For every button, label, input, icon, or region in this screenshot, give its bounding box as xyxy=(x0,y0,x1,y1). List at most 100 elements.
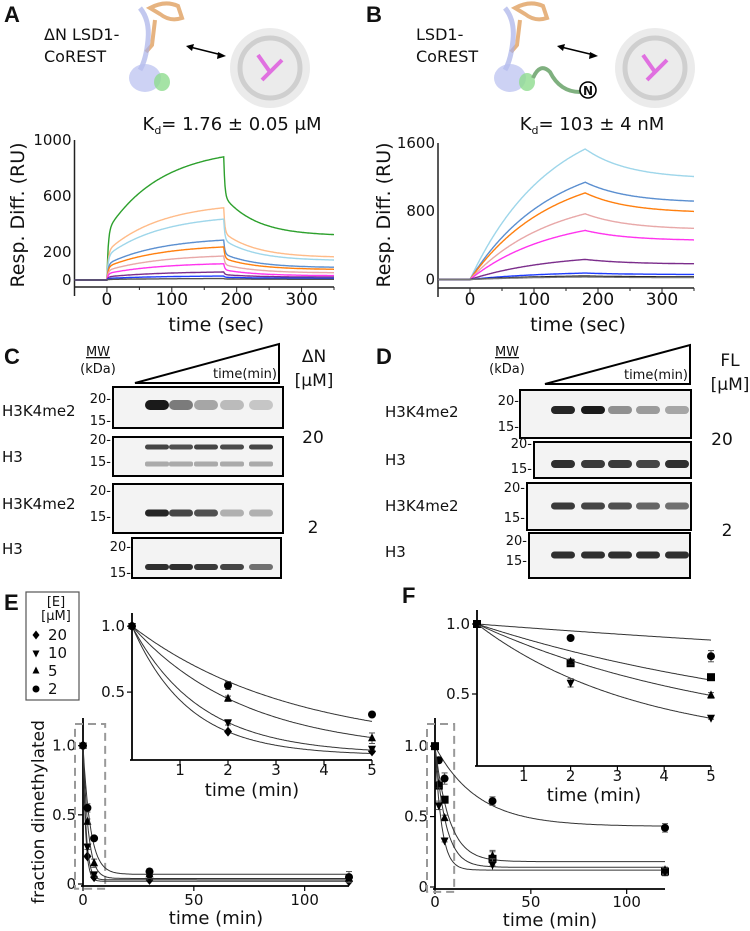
blot-band xyxy=(581,502,605,510)
x-tick-label: 2 xyxy=(223,761,233,779)
blot-band xyxy=(194,400,218,410)
panel-letter-d: D xyxy=(376,344,392,369)
mw-marker-20: 20- xyxy=(90,484,112,499)
blot-band xyxy=(194,564,218,570)
blot-band xyxy=(636,406,660,414)
data-point-circle xyxy=(368,710,376,719)
y-axis-label: Resp. Diff. (RU) xyxy=(373,142,395,287)
mw-marker-15: 15- xyxy=(90,455,112,470)
y-tick-label: 0 xyxy=(62,271,72,289)
western-blot-c-row-3: H3K4me2 20- 15- xyxy=(2,483,284,534)
data-point-triangle-down xyxy=(440,837,449,846)
blot-band xyxy=(249,444,273,450)
legend-label: 5 xyxy=(48,662,58,680)
fit-curve-2 xyxy=(131,625,373,751)
data-point-diamond xyxy=(32,630,40,640)
sensorgram-series-4 xyxy=(438,213,694,281)
fit-curve-2 xyxy=(476,623,712,681)
fit-curve-1 xyxy=(82,745,349,882)
fit-curve-3 xyxy=(82,745,349,879)
blot-band xyxy=(249,564,273,570)
concentration-c-20: 20 xyxy=(302,428,324,448)
data-point-triangle-up xyxy=(566,656,575,665)
data-point-triangle-up xyxy=(707,690,715,699)
western-blot-d-row-4: H3 20- 15- xyxy=(385,532,691,579)
data-point-triangle-down xyxy=(90,871,99,880)
mw-marker-20: 20- xyxy=(498,394,520,409)
enzyme-label-c: ΔN xyxy=(302,347,326,367)
data-point-triangle-down xyxy=(661,868,669,877)
concentration-d-2: 2 xyxy=(722,521,733,541)
x-tick-label: 1 xyxy=(519,767,529,785)
x-axis-label: time (min) xyxy=(205,780,299,801)
blot-band xyxy=(608,460,632,468)
kd-label-b: Kd= 103 ± 4 nM xyxy=(520,114,665,137)
sensorgram-series-9 xyxy=(438,276,694,281)
sensorgram-series-2 xyxy=(74,207,334,281)
y-tick-label: 600 xyxy=(43,187,72,205)
x-axis-label: time (sec) xyxy=(530,314,626,336)
concentration-d-20: 20 xyxy=(711,430,733,450)
data-point-square xyxy=(440,795,449,804)
data-point-square xyxy=(707,673,715,682)
data-point-triangle-up xyxy=(224,693,232,702)
y-tick-label: 1000 xyxy=(33,131,71,149)
enzyme-unit-c: [μM] xyxy=(295,371,334,391)
sensorgram-series-4 xyxy=(74,239,334,281)
sensorgram-series-5 xyxy=(438,229,694,281)
data-point-triangle-down xyxy=(566,679,575,688)
data-point-triangle-down xyxy=(434,802,443,811)
y-tick-label: 0 xyxy=(418,878,428,896)
legend-item: 10 xyxy=(32,644,67,662)
x-tick-label: 0 xyxy=(465,290,476,310)
fit-curve-3 xyxy=(476,623,712,696)
sensorgram-series-3 xyxy=(74,218,334,281)
blot-frame xyxy=(112,483,284,534)
y-tick-label: 1.0 xyxy=(101,617,125,635)
kda-label-c: (kDa) xyxy=(80,362,116,377)
chart-b: 0 100 200 300 0 800 1600 time (sec) Resp. Diff. … xyxy=(373,134,695,336)
kd-label-a: Kd= 1.76 ± 0.05 μM xyxy=(143,114,322,137)
x-axis-label: time (sec) xyxy=(168,314,264,336)
x-tick-label: 3 xyxy=(613,767,623,785)
y-tick-label: 1.0 xyxy=(52,737,76,755)
blot-frame xyxy=(131,537,282,579)
data-point-circle xyxy=(128,622,136,631)
lsd1-corest-structure-image-a xyxy=(129,1,185,92)
blot-band xyxy=(551,551,575,559)
mw-marker-15: 15- xyxy=(90,414,112,429)
mw-marker-20: 20- xyxy=(90,392,112,407)
n-terminus-label: N xyxy=(583,84,593,98)
western-blot-d-row-3: H3K4me2 20- 15- xyxy=(385,481,692,531)
construct-label-b-line1: LSD1- xyxy=(416,25,463,44)
blot-row-label: H3K4me2 xyxy=(385,403,459,421)
data-point-triangle-down xyxy=(368,745,376,754)
zoom-region-box xyxy=(74,723,107,890)
blot-band-lower xyxy=(249,461,273,467)
blot-band xyxy=(249,400,273,410)
x-tick-label: 100 xyxy=(518,290,550,310)
blot-band xyxy=(169,509,193,517)
western-blot-d-row-1: H3K4me2 20- 15- xyxy=(385,389,692,439)
mw-marker-20: 20- xyxy=(110,540,132,555)
enzyme-unit-d: [μM] xyxy=(711,375,750,395)
chart-a: 0 100 200 300 0 200 600 1000 time (sec) Resp. Dif… xyxy=(7,131,335,336)
western-blot-c-row-1: H3K4me2 20- 15- xyxy=(2,386,284,429)
panel-letter-e: E xyxy=(4,590,19,615)
time-label-c: time(min) xyxy=(213,367,277,382)
data-point-circle xyxy=(145,867,154,876)
sensorgram-series-6 xyxy=(74,255,334,281)
y-tick-label: 0.5 xyxy=(101,683,125,701)
nucleosome-structure-image-b xyxy=(615,28,695,108)
sensorgram-series-6 xyxy=(438,258,695,281)
y-tick-label: 1.0 xyxy=(404,737,428,755)
sensorgram-series-2 xyxy=(438,181,694,281)
western-blot-c-row-4: H3 20- 15- xyxy=(2,537,282,581)
data-point-circle xyxy=(79,741,87,750)
legend-item: 20 xyxy=(32,626,67,644)
data-point-triangle-down xyxy=(32,650,40,658)
blot-row-label: H3 xyxy=(2,448,23,466)
